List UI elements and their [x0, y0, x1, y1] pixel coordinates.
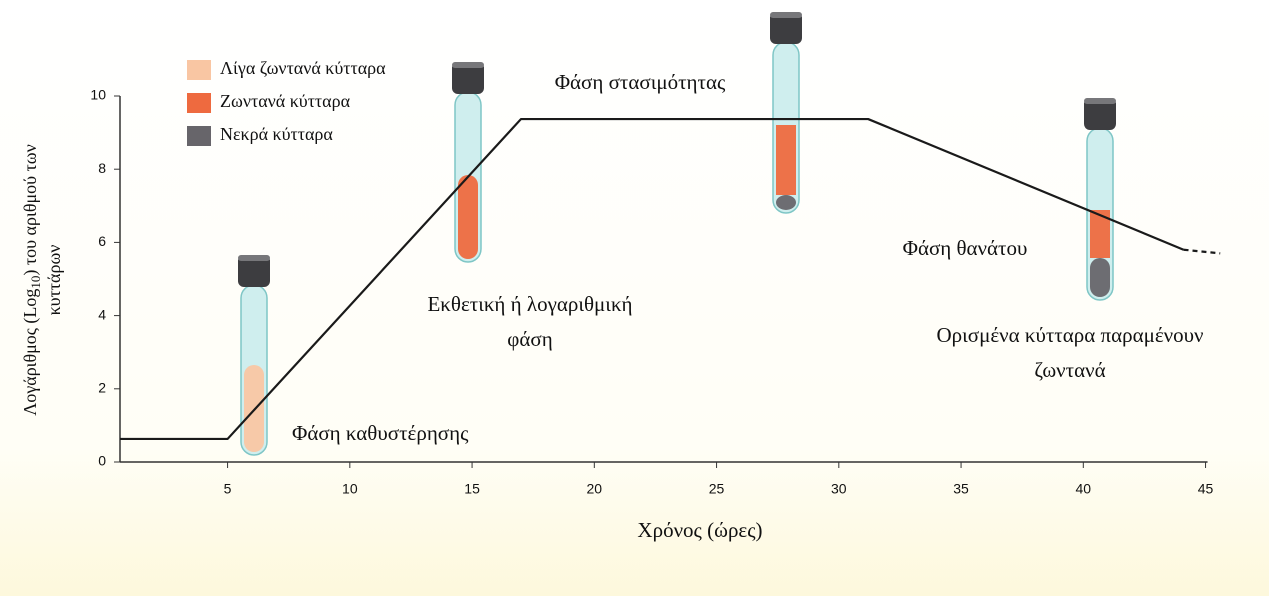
- x-axis-label: Χρόνος (ώρες): [637, 518, 762, 542]
- test-tube: [238, 255, 270, 455]
- phase-label: Ορισμένα κύτταρα παραμένουν: [936, 323, 1203, 347]
- x-tick-label: 25: [709, 481, 725, 497]
- y-label-sub: 10: [28, 276, 43, 289]
- tube-content: [776, 125, 796, 195]
- chart: Χρόνος (ώρες) Λογάριθμος (Log10) του αρι…: [0, 0, 1269, 596]
- legend-swatch: [187, 126, 211, 146]
- tube-cap-shine: [1084, 98, 1116, 104]
- y-tick-label: 8: [98, 160, 106, 176]
- legend-label: Λίγα ζωντανά κύτταρα: [220, 58, 386, 78]
- y-tick-label: 10: [90, 87, 106, 103]
- y-label-part: Λογάριθμος (Log: [20, 289, 41, 416]
- x-tick-label: 5: [224, 481, 232, 497]
- y-label-part: ) του αριθμού των: [20, 144, 41, 275]
- y-tick-label: 4: [98, 306, 106, 322]
- x-tick-label: 40: [1076, 481, 1092, 497]
- legend-swatch: [187, 60, 211, 80]
- y-tick-label: 6: [98, 233, 106, 249]
- phase-label: Φάση στασιμότητας: [555, 70, 726, 94]
- tube-cap-shine: [452, 62, 484, 68]
- legend-label: Ζωντανά κύτταρα: [220, 91, 351, 111]
- tube-content: [1090, 258, 1110, 297]
- tube-content: [244, 365, 264, 452]
- x-tick-label: 10: [342, 481, 358, 497]
- tube-content: [776, 195, 796, 210]
- phase-label: φάση: [507, 327, 552, 351]
- y-label-line: κυττάρων: [44, 245, 64, 316]
- test-tube: [770, 12, 802, 213]
- legend-swatch: [187, 93, 211, 113]
- phase-label: Φάση καθυστέρησης: [292, 421, 469, 445]
- x-tick-label: 45: [1198, 481, 1214, 497]
- phase-label: Φάση θανάτου: [903, 236, 1028, 260]
- test-tube: [1084, 98, 1116, 300]
- tube-cap-shine: [238, 255, 270, 261]
- test-tube: [452, 62, 484, 262]
- x-tick-label: 30: [831, 481, 847, 497]
- phase-label: Εκθετική ή λογαριθμική: [427, 292, 632, 316]
- phase-label: ζωντανά: [1034, 358, 1105, 382]
- y-tick-label: 0: [98, 453, 106, 469]
- x-tick-label: 20: [587, 481, 603, 497]
- x-tick-label: 15: [464, 481, 480, 497]
- tube-content: [458, 175, 478, 259]
- legend-label: Νεκρά κύτταρα: [220, 124, 333, 144]
- y-tick-label: 2: [98, 380, 106, 396]
- tube-cap-shine: [770, 12, 802, 18]
- x-tick-label: 35: [953, 481, 969, 497]
